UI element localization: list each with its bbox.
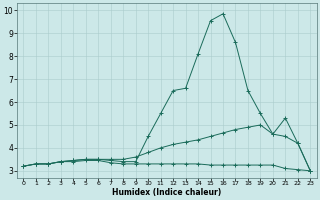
X-axis label: Humidex (Indice chaleur): Humidex (Indice chaleur) — [112, 188, 221, 197]
